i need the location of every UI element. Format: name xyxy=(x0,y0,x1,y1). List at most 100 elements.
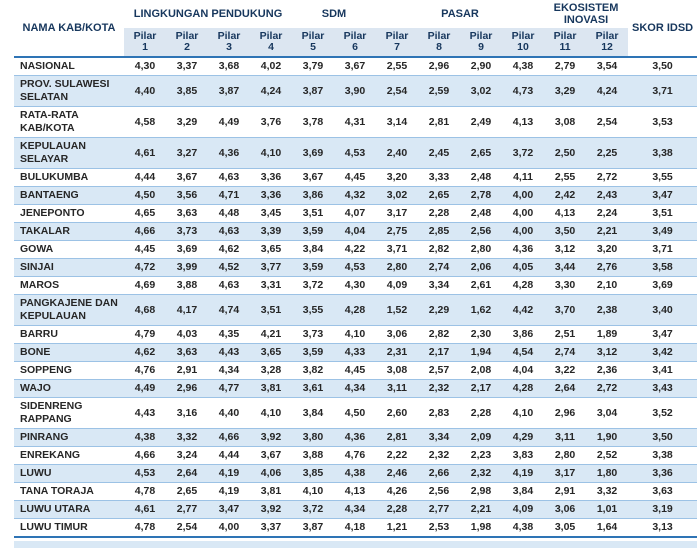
pilar-value-cell: 3,44 xyxy=(544,258,587,277)
pilar-value-cell: 2,66 xyxy=(418,464,461,483)
pilar-value-cell: 3,76 xyxy=(250,106,292,138)
pilar-value-cell: 4,63 xyxy=(208,168,250,187)
pilar-value-cell: 2,28 xyxy=(376,500,419,519)
table-row: RATA-RATA KAB/KOTA 4,58 3,29 4,49 3,76 3,78 4… xyxy=(14,106,698,138)
row-name-cell: KEPULAUAN SELAYAR xyxy=(14,137,124,169)
pilar-value-cell: 3,88 xyxy=(292,446,334,465)
pilar-value-cell: 4,10 xyxy=(250,397,292,429)
pilar-value-cell: 1,01 xyxy=(586,500,629,519)
skor-value-cell: 3,50 xyxy=(628,57,698,76)
pilar-value-cell: 2,85 xyxy=(418,222,461,241)
pilar-value-cell: 4,48 xyxy=(208,204,250,223)
pilar-value-cell: 4,02 xyxy=(250,57,292,76)
pilar-number: 6 xyxy=(352,41,358,53)
pilar-value-cell: 4,05 xyxy=(502,258,545,277)
pilar-value-cell: 3,63 xyxy=(166,204,208,223)
pilar-number: 5 xyxy=(310,41,316,53)
skor-value-cell: 3,47 xyxy=(628,186,698,205)
pilar-value-cell: 2,83 xyxy=(418,397,461,429)
pilar-value-cell: 4,78 xyxy=(124,482,166,501)
pilar-number: 3 xyxy=(226,41,232,53)
pilar-value-cell: 3,87 xyxy=(292,518,334,538)
pilar-value-cell: 4,13 xyxy=(334,482,377,501)
pilar-value-cell: 2,46 xyxy=(376,464,419,483)
pilar-value-cell: 4,31 xyxy=(334,106,377,138)
pilar-value-cell: 1,62 xyxy=(460,294,503,326)
row-name-cell: TANA TORAJA xyxy=(14,482,124,501)
pilar-value-cell: 2,55 xyxy=(376,57,419,76)
pilar-value-cell: 4,66 xyxy=(124,446,166,465)
pilar-value-cell: 2,38 xyxy=(586,294,629,326)
table-row: JENEPONTO 4,65 3,63 4,48 3,45 3,51 4,07 3,17 2,… xyxy=(14,204,698,223)
pilar-value-cell: 4,13 xyxy=(502,106,545,138)
table-row: BANTAENG 4,50 3,56 4,71 3,36 3,86 4,32 3,02 2,6… xyxy=(14,186,698,205)
pilar-number: 11 xyxy=(559,41,571,53)
pilar-value-cell: 4,49 xyxy=(124,379,166,398)
pilar-value-cell: 4,71 xyxy=(208,186,250,205)
idsd-table-wrap: NAMA KAB/KOTA LINGKUNGAN PENDUKUNG SDM PAS… xyxy=(14,0,698,548)
pilar-value-cell: 4,50 xyxy=(334,397,377,429)
pilar-value-cell: 3,11 xyxy=(544,428,587,447)
pilar-value-cell: 4,06 xyxy=(250,464,292,483)
pilar-value-cell: 2,28 xyxy=(460,397,503,429)
pilar-value-cell: 4,04 xyxy=(502,361,545,380)
pilar-value-cell: 4,09 xyxy=(502,500,545,519)
pilar-value-cell: 2,55 xyxy=(544,168,587,187)
pilar-value-cell: 2,50 xyxy=(544,137,587,169)
pilar-value-cell: 4,10 xyxy=(250,137,292,169)
pilar-value-cell: 4,42 xyxy=(502,294,545,326)
pilar-word: Pilar xyxy=(595,29,619,42)
skor-value-cell: 3,13 xyxy=(628,518,698,538)
pilar-value-cell: 4,36 xyxy=(208,137,250,169)
pilar-value-cell: 3,39 xyxy=(250,222,292,241)
pilar-value-cell: 1,98 xyxy=(460,518,503,538)
table-header: NAMA KAB/KOTA LINGKUNGAN PENDUKUNG SDM PAS… xyxy=(14,0,698,58)
pilar-header-cell: Pilar 6 xyxy=(334,28,377,58)
pilar-value-cell: 3,14 xyxy=(376,106,419,138)
pilar-value-cell: 4,30 xyxy=(124,57,166,76)
pilar-value-cell: 3,77 xyxy=(250,258,292,277)
pilar-value-cell: 4,49 xyxy=(208,106,250,138)
pilar-value-cell: 3,29 xyxy=(544,75,587,107)
pilar-value-cell: 3,81 xyxy=(250,482,292,501)
pilar-value-cell: 3,67 xyxy=(166,168,208,187)
pilar-value-cell: 2,09 xyxy=(460,428,503,447)
pilar-value-cell: 2,82 xyxy=(418,240,461,259)
pilar-value-cell: 3,05 xyxy=(544,518,587,538)
table-row: PROV. SULAWESI SELATAN 4,40 3,85 3,87 4,24 3… xyxy=(14,75,698,107)
row-name-cell: LUWU TIMUR xyxy=(14,518,124,538)
pilar-value-cell: 4,04 xyxy=(334,222,377,241)
row-name-cell: GOWA xyxy=(14,240,124,259)
pilar-value-cell: 2,80 xyxy=(376,258,419,277)
pilar-value-cell: 4,34 xyxy=(334,500,377,519)
pilar-value-cell: 4,72 xyxy=(124,258,166,277)
pilar-value-cell: 3,85 xyxy=(292,464,334,483)
pilar-value-cell: 3,72 xyxy=(502,137,545,169)
pilar-value-cell: 3,17 xyxy=(544,464,587,483)
pilar-word: Pilar xyxy=(385,29,409,42)
pilar-value-cell: 4,62 xyxy=(124,343,166,362)
pilar-value-cell: 3,92 xyxy=(250,428,292,447)
pilar-value-cell: 2,98 xyxy=(460,482,503,501)
pilar-value-cell: 3,56 xyxy=(166,186,208,205)
pilar-value-cell: 3,68 xyxy=(208,57,250,76)
group-header-cell: SDM xyxy=(292,0,377,28)
pilar-value-cell: 3,12 xyxy=(586,343,629,362)
pilar-value-cell: 2,49 xyxy=(460,106,503,138)
pilar-value-cell: 2,48 xyxy=(460,204,503,223)
pilar-value-cell: 1,90 xyxy=(586,428,629,447)
pilar-value-cell: 4,66 xyxy=(208,428,250,447)
pilar-value-cell: 3,45 xyxy=(250,204,292,223)
pilar-value-cell: 3,61 xyxy=(292,379,334,398)
pilar-value-cell: 4,66 xyxy=(124,222,166,241)
pilar-value-cell: 3,59 xyxy=(292,343,334,362)
pilar-value-cell: 2,74 xyxy=(418,258,461,277)
pilar-value-cell: 4,38 xyxy=(502,518,545,538)
pilar-value-cell: 2,17 xyxy=(460,379,503,398)
pilar-value-cell: 4,11 xyxy=(502,168,545,187)
table-row: BONE 4,62 3,63 4,43 3,65 3,59 4,33 2,31 2,17 1,9… xyxy=(14,343,698,362)
pilar-value-cell: 4,07 xyxy=(334,204,377,223)
table-row: MAROS 4,69 3,88 4,63 3,31 3,72 4,30 4,09 3,34 2,… xyxy=(14,276,698,295)
pilar-word: Pilar xyxy=(469,29,493,42)
skor-value-cell: 3,58 xyxy=(628,258,698,277)
